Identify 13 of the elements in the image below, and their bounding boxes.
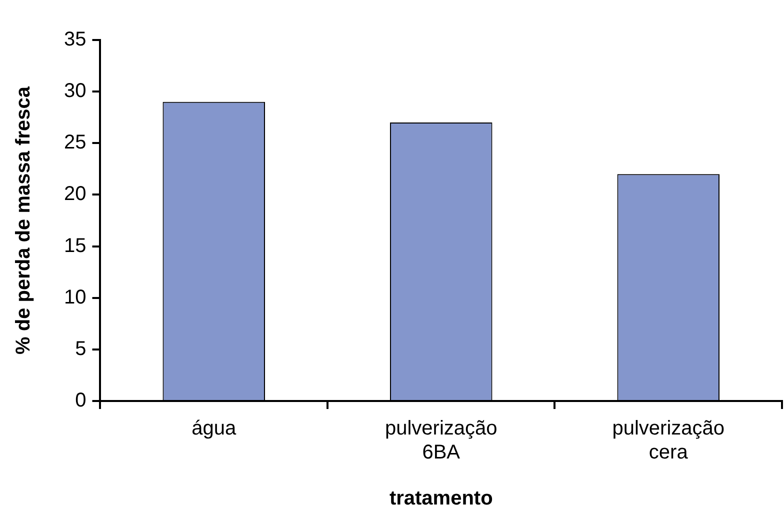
y-tick-label: 20 — [64, 183, 86, 206]
y-tick-label: 30 — [64, 80, 86, 102]
x-tick-label: água — [192, 418, 237, 440]
y-tick-label: 25 — [64, 132, 86, 154]
y-tick-label: 0 — [75, 390, 86, 412]
y-tick-label: 15 — [64, 234, 86, 257]
y-tick-label: 10 — [64, 286, 86, 308]
y-tick-label: 5 — [75, 338, 86, 360]
y-axis-title: % de perda de massa fresca — [12, 86, 35, 354]
x-tick-label: pulverização cera — [612, 418, 725, 464]
x-axis-title: tratamento — [389, 488, 493, 510]
x-tick-label: pulverização 6BA — [384, 418, 498, 464]
y-tick-label: 35 — [64, 28, 86, 51]
